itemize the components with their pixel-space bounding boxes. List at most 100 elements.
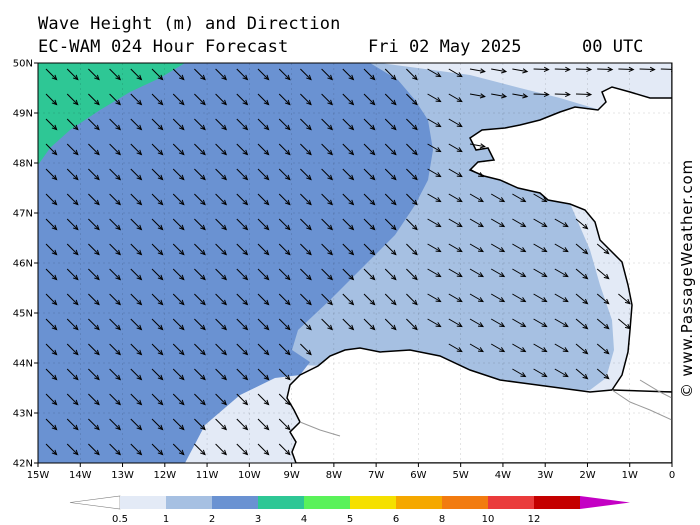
border-lines [299, 379, 672, 437]
wave-arrow [448, 68, 463, 78]
wave-arrow [512, 193, 527, 203]
wave-arrow [88, 393, 100, 406]
wave-arrow [130, 118, 143, 131]
wave-arrow [384, 168, 397, 181]
wave-arrow [215, 218, 228, 231]
wave-arrow [575, 268, 589, 280]
wave-arrow [215, 168, 228, 181]
wave-arrow [427, 243, 442, 253]
wave-arrow [363, 118, 376, 131]
wave-arrow [236, 418, 249, 431]
wave-arrow [406, 218, 418, 231]
wave-arrow [512, 268, 527, 278]
wave-arrow [406, 93, 418, 106]
wave-arrow [469, 143, 486, 149]
wave-arrow [130, 443, 143, 456]
wave-arrow [278, 443, 291, 456]
legend-swatch [304, 496, 350, 509]
wave-arrow [533, 66, 550, 72]
wave-arrow [194, 343, 206, 356]
wave-arrow [66, 243, 79, 256]
wave-arrow [215, 418, 228, 431]
wave-arrow [427, 168, 442, 178]
wave-arrow [363, 268, 376, 281]
wave-arrow [321, 268, 334, 281]
lon-label: 4W [495, 470, 511, 481]
legend-label: 6 [393, 514, 399, 525]
wave-arrow [172, 93, 185, 106]
wave-arrow [278, 418, 291, 431]
wave-arrow [363, 93, 376, 106]
wave-arrow [172, 118, 185, 131]
legend-swatch [120, 496, 166, 509]
wave-arrow [130, 143, 143, 156]
wave-arrow [660, 66, 672, 72]
wave-arrow [533, 193, 548, 203]
wave-arrow [596, 268, 610, 280]
lat-label: 46N [13, 259, 33, 270]
wave-arrow [469, 193, 484, 203]
wave-arrow [618, 293, 631, 305]
color-legend: 0.5 1 2 3 4 5 6 8 10 12 [69, 495, 630, 525]
wave-arrow [427, 118, 442, 128]
wave-arrow [596, 368, 610, 380]
wave-arrow [45, 393, 58, 406]
wave-arrow [406, 143, 418, 156]
wave-arrow [66, 318, 79, 331]
wave-arrow [342, 243, 355, 256]
lat-label: 42N [13, 459, 33, 470]
wave-arrow [45, 168, 58, 181]
wave-arrow [109, 268, 122, 281]
wave-arrow [109, 68, 122, 81]
wave-arrow [151, 168, 164, 181]
legend-min-arrow [69, 495, 121, 510]
wave-arrow [342, 293, 355, 306]
wave-arrow [639, 66, 656, 72]
wave-arrow [236, 443, 249, 456]
wave-arrow [66, 168, 79, 181]
lat-label: 44N [13, 359, 33, 370]
lat-label: 50N [13, 59, 33, 70]
wave-arrow [575, 293, 589, 305]
lon-label: 9W [283, 470, 299, 481]
wave-arrow [194, 368, 206, 381]
wave-arrow [236, 243, 249, 256]
wave-arrow [512, 343, 527, 353]
legend-label: 0.5 [112, 514, 128, 525]
wave-arrow [88, 218, 100, 231]
map-plot-area [38, 63, 672, 463]
wave-arrow [45, 93, 58, 106]
wave-arrow [321, 93, 334, 106]
wave-arrow [236, 218, 249, 231]
wave-arrow [575, 343, 589, 355]
wave-arrow [215, 243, 228, 256]
lat-label: 45N [13, 309, 33, 320]
wave-arrow [130, 93, 143, 106]
wave-arrow [257, 443, 270, 456]
lon-label: 7W [368, 470, 384, 481]
wave-arrow [257, 218, 270, 231]
legend-label: 4 [301, 514, 307, 525]
wave-arrow [88, 93, 100, 106]
wave-arrow [109, 368, 122, 381]
wave-arrow [321, 193, 334, 206]
wave-arrow [151, 318, 164, 331]
wave-arrow [236, 293, 249, 306]
wave-arrow [45, 293, 58, 306]
wave-direction-arrows [45, 66, 672, 456]
wave-arrow [321, 243, 334, 256]
wave-arrow [172, 218, 185, 231]
lon-label: 12W [153, 470, 176, 481]
wave-arrow [278, 68, 291, 81]
wave-arrow [45, 243, 58, 256]
wave-arrow [151, 143, 164, 156]
lon-label: 3W [537, 470, 553, 481]
legend-label: 10 [482, 514, 495, 525]
wave-arrow [554, 91, 571, 97]
wave-arrow [321, 218, 334, 231]
wave-arrow [257, 243, 270, 256]
legend-label: 12 [528, 514, 541, 525]
wave-arrow [278, 293, 291, 306]
wave-arrow [596, 293, 610, 305]
land-south-coast [286, 347, 672, 463]
